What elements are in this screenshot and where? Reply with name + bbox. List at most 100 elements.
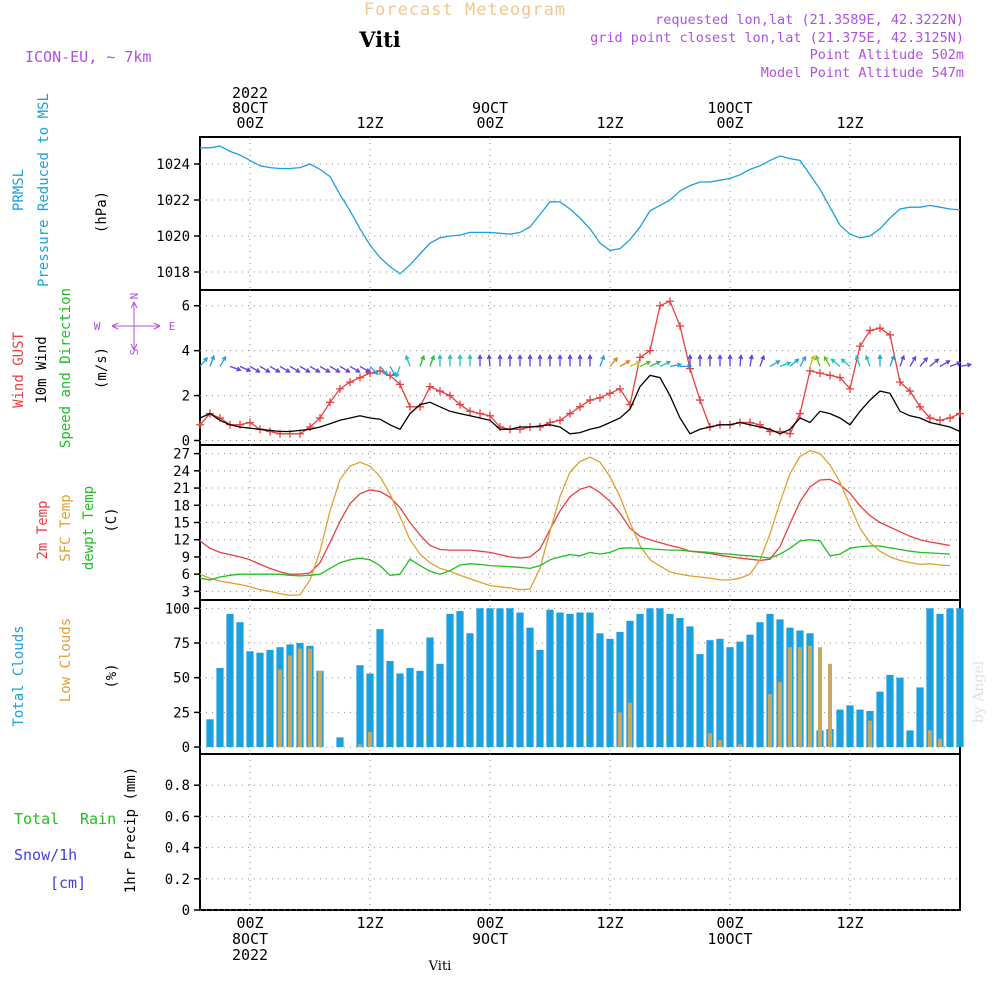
bar-total bbox=[656, 608, 664, 747]
top-time-label: 12Z bbox=[596, 114, 623, 132]
wind-arrow bbox=[497, 354, 503, 367]
bar-low bbox=[938, 738, 942, 747]
series-line-dewpt bbox=[199, 539, 951, 581]
total-clouds-label: Total Clouds bbox=[11, 625, 27, 726]
top-time-label: 2022 bbox=[232, 84, 268, 102]
series-line-t2m bbox=[199, 478, 951, 575]
bar-total bbox=[216, 668, 224, 748]
gust-marker bbox=[606, 389, 614, 398]
bar-total bbox=[356, 665, 364, 748]
model-name: ICON-EU, ~ 7km bbox=[25, 48, 151, 66]
bottom-time-label: 00Z bbox=[716, 914, 743, 932]
wind-arrow bbox=[959, 362, 973, 368]
wind-arrow bbox=[209, 354, 216, 367]
gust-marker bbox=[586, 396, 594, 405]
wind-arrow bbox=[249, 365, 261, 373]
wind-arrow bbox=[738, 354, 744, 367]
snow-label: Snow/1h bbox=[14, 846, 77, 864]
bar-total bbox=[556, 612, 564, 748]
wind-arrow bbox=[557, 354, 563, 367]
bar-low bbox=[358, 744, 362, 748]
bar-total bbox=[836, 709, 844, 748]
bar-total bbox=[726, 647, 734, 748]
panel-frame bbox=[199, 753, 961, 911]
wind-arrow bbox=[517, 354, 523, 367]
bottom-time-label: 00Z bbox=[476, 914, 503, 932]
gust-marker bbox=[696, 396, 704, 405]
gust-marker bbox=[806, 366, 814, 375]
direction-label: Speed and Direction bbox=[58, 288, 74, 448]
bar-total bbox=[226, 613, 234, 748]
temp-unit: (C) bbox=[104, 507, 120, 532]
bar-total bbox=[396, 673, 404, 747]
wind-arrow bbox=[259, 365, 271, 373]
wind-arrow bbox=[779, 361, 792, 368]
wind-arrow bbox=[289, 365, 301, 373]
gust-marker bbox=[446, 391, 454, 400]
y-tick-label: 0.2 bbox=[165, 872, 190, 888]
bar-total bbox=[856, 709, 864, 748]
wind-arrow bbox=[864, 354, 871, 367]
gust-marker bbox=[486, 411, 494, 420]
gust-marker bbox=[476, 409, 484, 418]
top-time-label: 12Z bbox=[836, 114, 863, 132]
bottom-time-label: 10OCT bbox=[707, 930, 752, 948]
bottom-time-label: 12Z bbox=[356, 914, 383, 932]
y-tick-label: 25 bbox=[173, 705, 190, 721]
gust-marker bbox=[906, 387, 914, 396]
wind-arrow bbox=[507, 354, 513, 367]
bar-total bbox=[946, 608, 954, 747]
bar-low bbox=[828, 663, 832, 747]
bottom-time-label: 12Z bbox=[836, 914, 863, 932]
bar-low bbox=[368, 731, 372, 748]
wind-arrow bbox=[537, 354, 543, 367]
wind-unit: (m/s) bbox=[94, 347, 110, 389]
model-altitude: Model Point Altitude 547m bbox=[761, 65, 964, 81]
dewpt-label: dewpt Temp bbox=[81, 486, 97, 570]
bottom-time-label: 00Z bbox=[236, 914, 263, 932]
gust-marker bbox=[646, 346, 654, 355]
wind-arrow bbox=[680, 363, 693, 369]
wind-arrow bbox=[447, 354, 453, 367]
gust-marker bbox=[426, 382, 434, 391]
gust-marker bbox=[556, 416, 564, 425]
wind-arrow bbox=[269, 365, 281, 373]
gust-marker bbox=[856, 342, 864, 351]
gust-marker bbox=[916, 402, 924, 411]
bar-low bbox=[928, 730, 932, 747]
bar-total bbox=[376, 629, 384, 747]
bar-total bbox=[506, 608, 514, 747]
wind-arrow bbox=[477, 354, 483, 367]
wind-arrow bbox=[707, 354, 713, 367]
top-time-label: 8OCT bbox=[232, 99, 268, 117]
gust-marker bbox=[676, 321, 684, 330]
bar-total bbox=[716, 638, 724, 747]
wind-arrow bbox=[877, 354, 883, 367]
bar-total bbox=[626, 620, 634, 748]
gust-marker bbox=[786, 429, 794, 438]
bar-low bbox=[318, 670, 322, 748]
bar-total bbox=[896, 677, 904, 748]
bar-total bbox=[916, 687, 924, 748]
series-line-prmsl bbox=[200, 145, 961, 275]
wind-arrow bbox=[299, 365, 311, 373]
wind-arrow bbox=[840, 358, 851, 367]
bar-total bbox=[886, 674, 894, 747]
gust-marker bbox=[616, 384, 624, 393]
panel-frame bbox=[199, 136, 961, 291]
y-tick-label: 6 bbox=[182, 567, 190, 583]
clouds-panel: Total Clouds Low Clouds (%) 0 25 50 75 100 bbox=[11, 599, 964, 756]
wind-arrow bbox=[854, 354, 861, 367]
wind-arrow bbox=[419, 354, 426, 367]
bar-total bbox=[616, 631, 624, 748]
wind-arrow bbox=[830, 358, 841, 367]
pressure-label-1: PRMSL bbox=[11, 169, 27, 211]
bar-total bbox=[646, 608, 654, 747]
bar-total bbox=[636, 613, 644, 748]
gust-marker bbox=[316, 414, 324, 423]
bar-low bbox=[628, 702, 632, 748]
bar-total bbox=[456, 611, 464, 748]
wind-arrow bbox=[349, 365, 361, 373]
bar-total bbox=[576, 612, 584, 748]
